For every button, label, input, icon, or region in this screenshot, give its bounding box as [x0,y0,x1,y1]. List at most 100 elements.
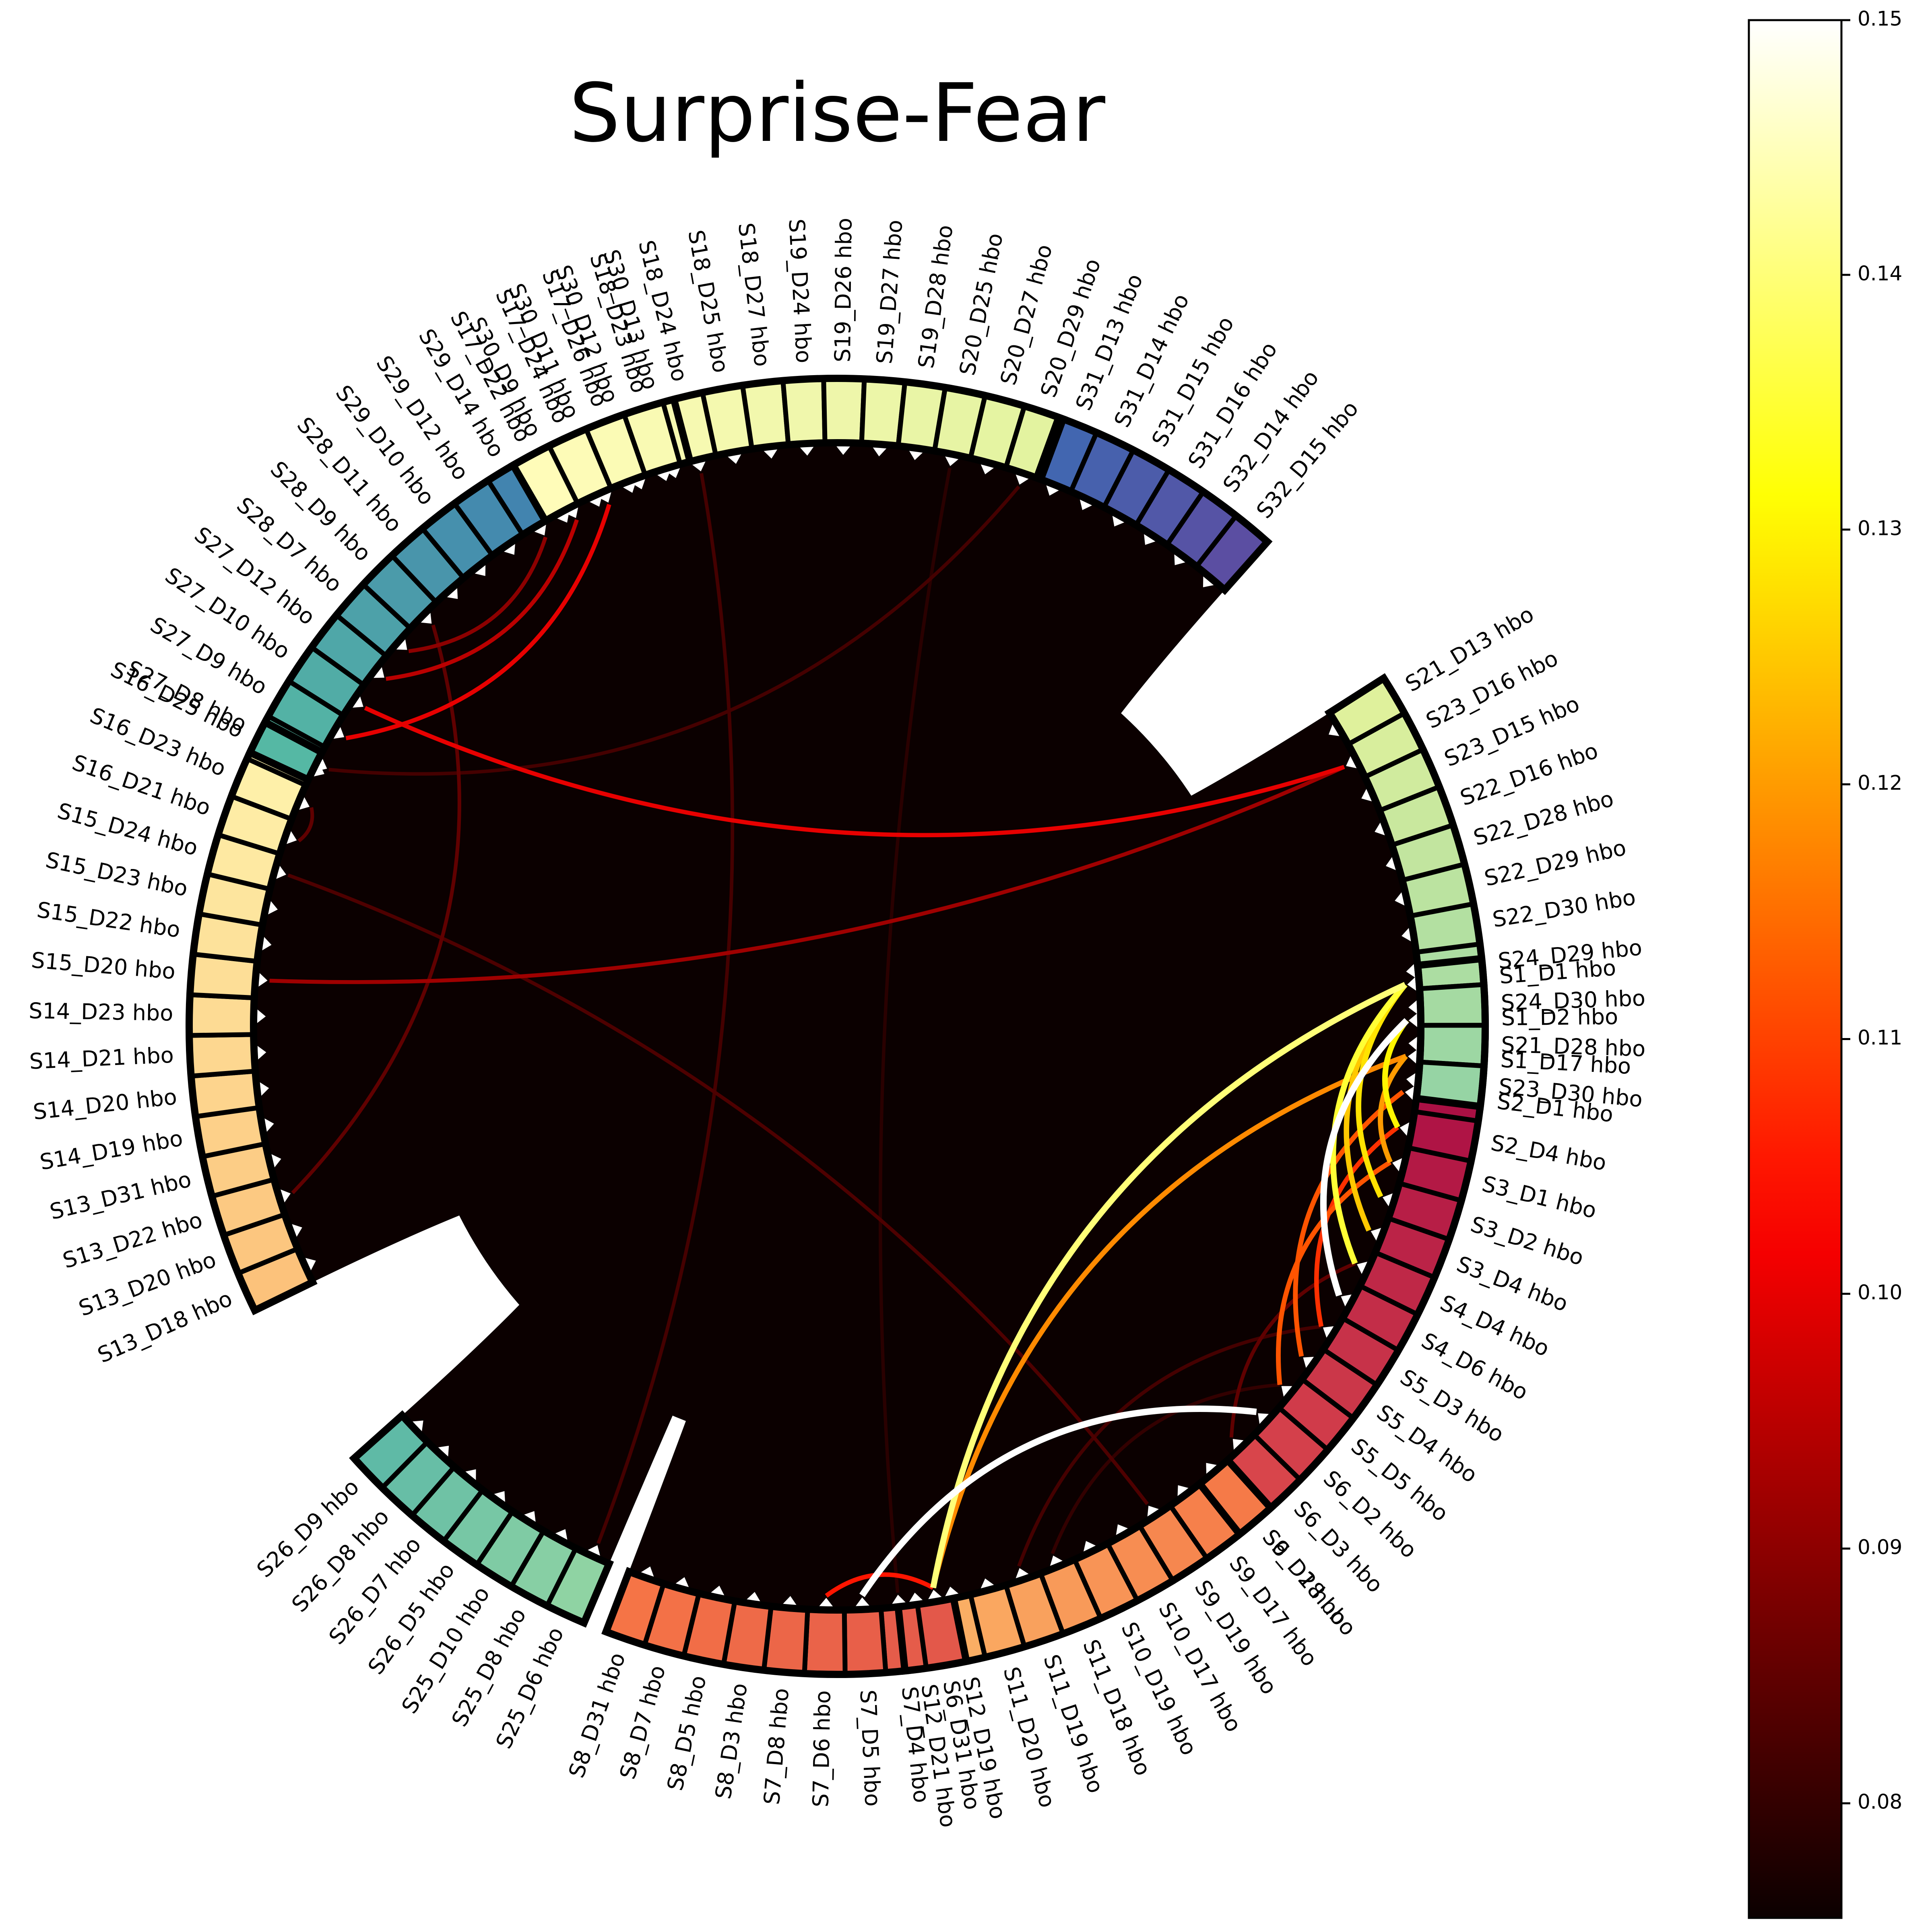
node-marker [420,612,432,624]
colorbar-tick-label: 0.12 [1858,771,1902,795]
node-marker [945,1586,959,1597]
node-marker [928,1589,942,1600]
node-box [188,1068,262,1119]
group-outline [1032,413,1273,595]
node-marker [305,1257,316,1271]
node-label: S24_D30 hbo [1501,985,1646,1016]
node-marker [1399,1122,1410,1136]
node-label: S14_D20 hbo [32,1084,178,1125]
node-marker [622,482,636,493]
node-marker [873,447,887,456]
node-marker [1046,485,1059,496]
node-marker [523,1511,536,1523]
node-marker [1203,576,1214,588]
colorbar-tick-label: 0.13 [1858,516,1902,540]
node-marker [1281,1386,1293,1397]
node-marker [1016,474,1029,485]
node-label: S15_D23 hbo [43,847,190,902]
node-marker [396,638,407,650]
colorbar-tick-label: 0.08 [1858,1790,1902,1814]
node-marker [657,470,671,481]
node-marker [412,1420,423,1432]
node-boxes [186,375,1489,1678]
node-marker [557,511,570,523]
node-box [821,376,867,446]
node-marker [1375,822,1385,836]
node-label: S21_D28 hbo [1501,1032,1646,1062]
node-label: S8_D5 hbo [662,1673,711,1793]
colorbar-tick-label: 0.10 [1858,1281,1902,1304]
connection-link [328,485,1020,776]
connection-link [269,765,1345,984]
colorbar: 0.08 0.09 0.10 0.11 0.12 0.13 0.14 0.15 [1748,7,1902,1919]
node-label: S22_D29 hbo [1482,835,1629,891]
node-box [187,992,257,1038]
node-marker [286,830,297,844]
connection-link [1293,1090,1405,1357]
node-marker [666,467,680,478]
node-label: S7_D5 hbo [855,1689,886,1807]
node-label: S19_D26 hbo [830,218,857,363]
node-box [780,376,828,448]
connection-link [1051,1383,1280,1554]
node-box [1417,1023,1488,1069]
node-marker [299,797,310,810]
node-marker [1407,976,1417,991]
node-marker [763,449,778,459]
colorbar-tick-label: 0.09 [1858,1536,1902,1559]
node-marker [909,1592,923,1602]
colorbar-tick-label: 0.15 [1858,7,1902,31]
node-marker [1016,1568,1029,1579]
connection-link [287,873,1149,1505]
node-label: S19_D28 hbo [913,223,958,370]
node-marker [632,479,646,489]
node-marker [675,1577,689,1588]
connection-link [930,982,1407,1589]
node-marker [980,464,995,475]
node-marker [1383,1193,1393,1207]
node-label: S15_D22 hbo [35,897,182,943]
connection-link [291,624,461,1194]
node-marker [503,543,515,555]
node-marker [1083,1541,1096,1552]
node-label: S18_D27 hbo [733,221,775,368]
node-marker [1116,1524,1129,1536]
connection-link [364,706,1345,838]
node-marker [555,1529,568,1540]
node-label: S18_D25 hbo [683,228,734,375]
node-marker [945,456,959,466]
node-marker [1406,964,1416,978]
node-label: S3_D1 hbo [1480,1171,1599,1223]
node-marker [1405,1086,1415,1100]
node-marker [446,588,458,599]
ribbon-center [415,604,1260,1449]
node-label: S19_D24 hbo [784,218,817,364]
node-marker [598,491,611,503]
node-marker [1385,857,1396,871]
connection-link [1378,1054,1408,1164]
node-box [1417,982,1488,1028]
node-label: S2_D4 hbo [1489,1130,1608,1175]
node-label: S1_D2 hbo [1501,1004,1618,1030]
node-marker [1408,1000,1418,1014]
connection-link [345,504,611,741]
connection-link [1229,1261,1356,1438]
node-marker [258,972,268,987]
group-ribbons [253,442,1421,1610]
node-label: S7_D6 hbo [808,1690,836,1807]
chart-title: Surprise-Fear [569,66,1106,160]
connection-link [297,807,314,842]
connection-link [408,537,548,653]
node-marker [280,1189,291,1203]
node-marker [1408,1049,1417,1064]
colorbar-tick-label: 0.11 [1858,1026,1902,1049]
node-marker [1050,1555,1063,1567]
node-marker [474,564,486,576]
node-marker [836,446,850,455]
node-marker [1206,1463,1218,1474]
node-marker [1177,1485,1189,1497]
node-marker [909,450,923,460]
node-marker [1147,1505,1160,1517]
node-marker [259,1082,269,1096]
node-marker [1144,533,1156,545]
